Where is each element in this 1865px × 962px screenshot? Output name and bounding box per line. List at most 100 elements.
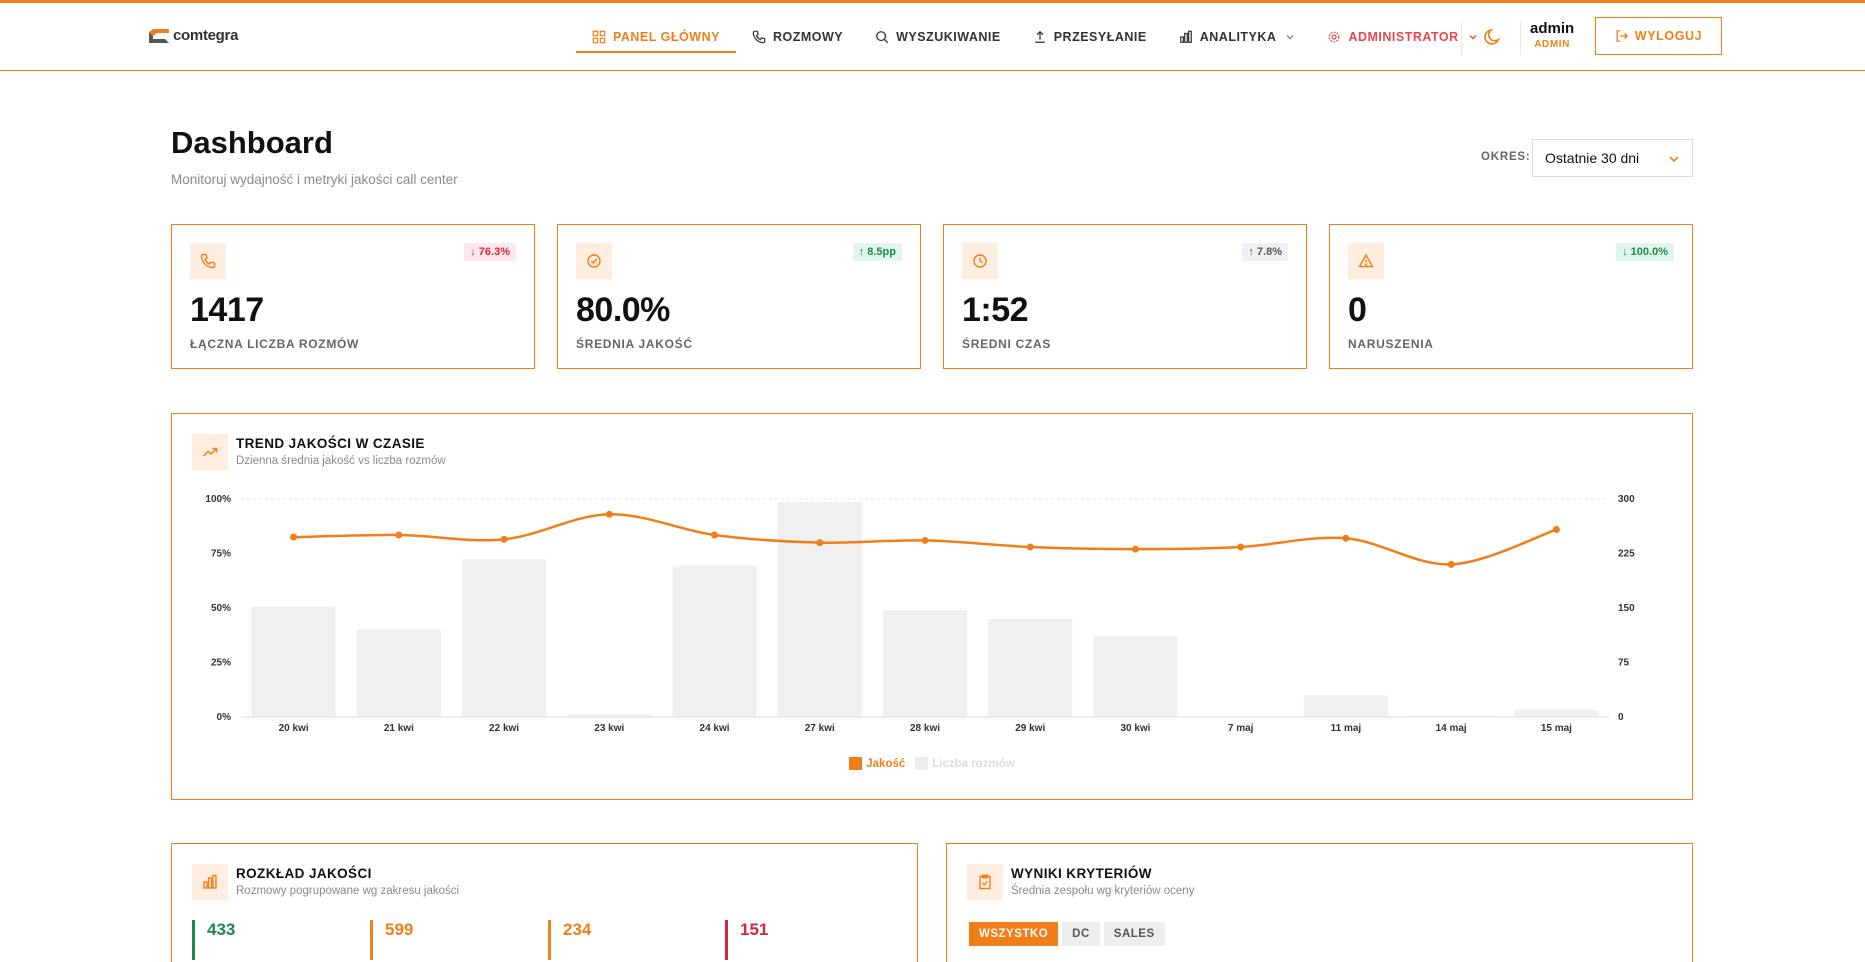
distribution-item: 234 — [548, 920, 591, 960]
kpi-change-badge: ↑ 7.8% — [1242, 243, 1288, 261]
quality-point — [1131, 545, 1139, 553]
legend-item-quality[interactable]: Jakość — [849, 757, 905, 770]
bar — [1093, 635, 1178, 717]
x-tick-label: 23 kwi — [594, 723, 624, 734]
criteria-card: WYNIKI KRYTERIÓW Średnia zespołu wg kryt… — [946, 843, 1693, 962]
chart-legend: Jakość Liczba rozmów — [172, 757, 1692, 770]
alert-triangle-icon — [1358, 253, 1374, 268]
legend-item-calls[interactable]: Liczba rozmów — [915, 757, 1015, 770]
tab-all[interactable]: WSZYSTKO — [969, 922, 1059, 946]
main-nav: PANEL GŁÓWNY ROZMOWY WYSZUKIWANIE PRZESY… — [576, 3, 1494, 71]
logo[interactable]: comtegra — [149, 27, 238, 44]
nav-item-label: PRZESYŁANIE — [1053, 30, 1147, 44]
period-label: OKRES: — [1481, 151, 1531, 163]
nav-item-analytics[interactable]: ANALITYKA — [1163, 3, 1312, 71]
card-subtitle: Średnia zespołu wg kryteriów oceny — [1011, 885, 1195, 897]
tab-sales[interactable]: SALES — [1103, 922, 1165, 946]
distribution-item: 599 — [370, 920, 413, 960]
kpi-label: NARUSZENIA — [1348, 337, 1434, 351]
clock-icon — [973, 254, 987, 268]
kpi-value: 1417 — [190, 291, 264, 329]
page-subtitle: Monitoruj wydajność i metryki jakości ca… — [171, 172, 458, 187]
nav-item-upload[interactable]: PRZESYŁANIE — [1017, 3, 1163, 71]
tab-dc[interactable]: DC — [1062, 922, 1100, 946]
quality-point — [921, 536, 929, 544]
quality-point — [500, 535, 508, 543]
nav-item-administrator[interactable]: ADMINISTRATOR — [1311, 3, 1493, 71]
nav-item-label: ADMINISTRATOR — [1348, 30, 1459, 44]
distribution-item: 151 — [725, 920, 768, 960]
distribution-value: 599 — [385, 920, 414, 939]
search-icon — [876, 31, 889, 44]
user-info: admin ADMIN — [1530, 20, 1574, 50]
user-name: admin — [1530, 20, 1575, 37]
logo-text: comtegra — [173, 27, 239, 44]
kpi-value: 1:52 — [962, 291, 1029, 329]
quality-point — [711, 531, 719, 539]
card-title: ROZKŁAD JAKOŚCI — [236, 866, 372, 881]
moon-icon[interactable] — [1483, 27, 1503, 47]
phone-icon — [200, 253, 216, 269]
x-tick-label: 11 maj — [1331, 723, 1362, 734]
bar-chart-icon — [1179, 30, 1192, 43]
upload-icon — [1034, 30, 1045, 43]
kpi-label: ŚREDNIA JAKOŚĆ — [576, 337, 693, 351]
y-right-tick-label: 225 — [1618, 549, 1635, 560]
distribution-item: 433 — [192, 920, 235, 960]
logout-icon — [1616, 30, 1628, 42]
distribution-value: 151 — [740, 920, 769, 939]
phone-icon — [752, 30, 766, 44]
distribution-card: ROZKŁAD JAKOŚCI Rozmowy pogrupowane wg z… — [171, 843, 918, 962]
kpi-icon-box — [962, 243, 998, 279]
trend-chart: 100% 75% 50% 25% 0% 300 225 150 75 0 20 kwi 21 kwi 2… — [205, 494, 1635, 734]
grid-icon — [592, 30, 606, 44]
x-tick-label: 14 maj — [1436, 723, 1467, 734]
bar — [882, 610, 968, 717]
top-accent-line — [0, 0, 1865, 3]
check-circle-icon — [587, 254, 601, 268]
x-tick-label: 20 kwi — [279, 723, 309, 734]
card-icon-box — [967, 864, 1003, 900]
card-title: WYNIKI KRYTERIÓW — [1011, 866, 1152, 881]
card-subtitle: Dzienna średnia jakość vs liczba rozmów — [236, 455, 446, 467]
quality-point — [1447, 560, 1455, 568]
kpi-value: 0 — [1348, 291, 1367, 329]
x-tick-label: 7 maj — [1228, 723, 1254, 734]
bar — [672, 565, 757, 717]
bar — [988, 618, 1073, 717]
nav-item-search[interactable]: WYSZUKIWANIE — [859, 3, 1017, 71]
y-left-tick-label: 75% — [211, 549, 231, 560]
card-icon-box — [192, 864, 228, 900]
distribution-value: 234 — [563, 920, 592, 939]
logout-label: WYLOGUJ — [1634, 29, 1703, 43]
kpi-change-badge: ↓ 76.3% — [464, 243, 516, 261]
trending-up-icon — [202, 447, 218, 457]
nav-divider — [1461, 21, 1462, 55]
nav-item-label: ANALITYKA — [1199, 30, 1277, 44]
bar — [251, 606, 336, 717]
bar — [777, 501, 862, 717]
y-right-tick-label: 0 — [1618, 712, 1624, 723]
period-select[interactable]: Ostatnie 30 dni — [1532, 139, 1693, 177]
nav-item-label: PANEL GŁÓWNY — [613, 30, 720, 44]
y-right-tick-label: 75 — [1618, 658, 1630, 669]
y-left-tick-label: 0% — [217, 712, 232, 723]
kpi-label: ŚREDNI CZAS — [962, 337, 1052, 351]
nav-item-dashboard[interactable]: PANEL GŁÓWNY — [576, 3, 736, 71]
x-tick-label: 15 maj — [1541, 723, 1572, 734]
quality-point — [605, 510, 613, 518]
bar — [356, 629, 441, 717]
card-subtitle: Rozmowy pogrupowane wg zakresu jakości — [236, 885, 460, 897]
period-select-value: Ostatnie 30 dni — [1545, 150, 1640, 166]
bar — [567, 714, 652, 717]
kpi-change-badge: ↓ 100.0% — [1616, 243, 1674, 261]
y-right-tick-label: 300 — [1618, 494, 1635, 505]
card-title: TREND JAKOŚCI W CZASIE — [236, 436, 425, 451]
chevron-down-icon — [1669, 156, 1679, 163]
settings-icon — [1329, 31, 1340, 43]
bar — [1303, 695, 1389, 717]
bar — [461, 559, 547, 717]
nav-item-calls[interactable]: ROZMOWY — [736, 3, 859, 71]
logout-button[interactable]: WYLOGUJ — [1595, 17, 1722, 55]
clipboard-check-icon — [979, 874, 991, 890]
